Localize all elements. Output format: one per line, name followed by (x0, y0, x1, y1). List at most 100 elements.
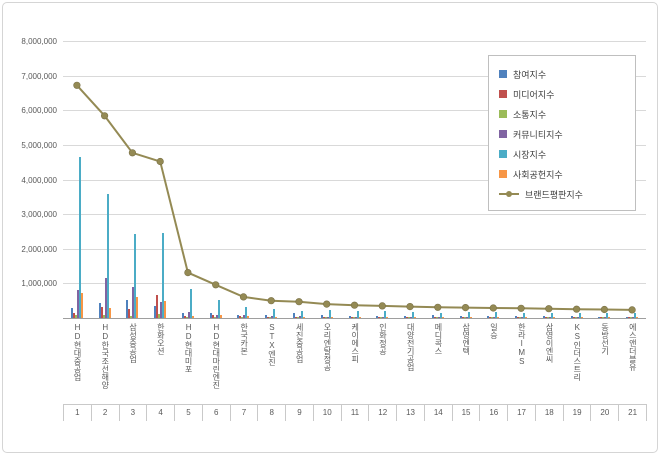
bar-series-6 (164, 300, 167, 318)
legend-swatch-icon (499, 70, 507, 78)
bar-series-2 (294, 316, 297, 318)
gridline (63, 110, 646, 112)
bar-series-1 (487, 316, 490, 318)
bar-series-6 (525, 317, 528, 318)
bar-series-2 (128, 308, 131, 318)
bar-series-1 (404, 315, 407, 318)
bar-series-1 (598, 316, 601, 318)
bar-series-6 (247, 316, 250, 318)
bar-series-2 (72, 312, 75, 318)
x-axis-label: STX엔진 (257, 319, 285, 405)
legend-label: 시장지수 (513, 149, 547, 160)
bar-series-1 (376, 315, 379, 318)
legend-label: 브랜드평판지수 (525, 189, 583, 200)
bar-series-4 (187, 311, 190, 318)
x-axis-label-text: 일승 (489, 323, 499, 339)
x-axis-label-text: 삼성중공업 (128, 323, 138, 363)
bar-series-2 (267, 316, 270, 318)
x-axis-label: 동방선기 (590, 319, 618, 405)
x-axis-rank-label: 18 (534, 405, 563, 421)
x-axis-label-text: 에스앤더블유 (628, 323, 638, 371)
legend-item-4: 커뮤니티지수 (499, 124, 625, 144)
bar-series-6 (552, 317, 555, 318)
legend-item-1: 참여지수 (499, 64, 625, 84)
bar-series-2 (156, 295, 159, 318)
bar-series-1 (431, 315, 434, 318)
y-axis-tick-label: 3,000,000 (21, 210, 57, 220)
bar-series-1 (515, 315, 518, 318)
bar-series-3 (324, 317, 327, 318)
legend-swatch-icon (499, 150, 507, 158)
bar-series-4 (632, 317, 635, 318)
gridline (63, 283, 646, 285)
x-axis-label: 인화정공 (368, 319, 396, 405)
bar-series-3 (491, 317, 494, 318)
legend-swatch-icon (499, 90, 507, 98)
bar-series-2 (517, 317, 520, 318)
gridline (63, 214, 646, 216)
bar-series-1 (181, 313, 184, 318)
bar-series-2 (239, 316, 242, 318)
line-marker (128, 149, 136, 157)
bar-series-4 (243, 315, 246, 318)
bar-series-5 (523, 312, 526, 318)
bar-series-2 (100, 306, 103, 318)
y-axis-tick-label: 1,000,000 (21, 279, 57, 289)
bar-series-1 (459, 316, 462, 318)
gridline (63, 248, 646, 250)
line-marker (489, 304, 497, 312)
bar-series-3 (102, 315, 105, 318)
bar-series-2 (461, 317, 464, 318)
bar-series-3 (241, 317, 244, 318)
bar-series-5 (300, 311, 303, 318)
bar-series-5 (439, 313, 442, 318)
x-axis-rank-label: 20 (590, 405, 618, 421)
bar-series-5 (412, 311, 415, 318)
x-axis-label: HD현대중공업 (63, 319, 91, 405)
line-marker (184, 269, 192, 277)
bar-series-1 (542, 316, 545, 318)
bar-series-4 (298, 316, 301, 318)
line-marker (212, 281, 220, 289)
x-axis-rank-label: 17 (507, 405, 535, 421)
gridline (63, 179, 646, 181)
bar-series-6 (441, 317, 444, 318)
line-marker (267, 297, 275, 305)
x-axis-label-text: 한화오션 (156, 323, 166, 355)
x-axis-label-text: 세진중공업 (295, 323, 305, 363)
x-axis-rank-label: 3 (118, 405, 147, 421)
y-axis-tick-label: 5,000,000 (21, 140, 57, 150)
bar-series-2 (544, 317, 547, 318)
legend-item-2: 미디어지수 (499, 84, 625, 104)
legend-label: 사회공헌지수 (513, 169, 563, 180)
bar-series-4 (132, 286, 135, 318)
bar-series-6 (302, 317, 305, 318)
x-axis-rank-label: 7 (229, 405, 258, 421)
legend-line-marker-icon (499, 190, 519, 198)
line-marker (350, 301, 359, 309)
x-axis-label-text: 동방선기 (600, 323, 610, 355)
x-axis-rank-label: 10 (312, 405, 341, 421)
bar-series-4 (521, 317, 524, 318)
line-marker (545, 305, 553, 313)
legend-label: 미디어지수 (513, 89, 555, 100)
x-axis-label: HD현대미포 (174, 319, 202, 405)
bar-series-3 (213, 316, 216, 318)
bar-series-2 (378, 317, 381, 318)
x-axis-label-text: STX엔진 (267, 323, 277, 366)
gridline (63, 144, 646, 146)
legend-swatch-icon (499, 130, 507, 138)
x-axis-label: KS인더스트리 (563, 319, 591, 405)
bar-series-3 (269, 317, 272, 318)
x-axis-label-text: HD현대중공업 (73, 323, 83, 381)
legend-line-dot (506, 191, 512, 197)
y-axis-tick-label: 6,000,000 (21, 106, 57, 116)
bar-series-4 (437, 316, 440, 318)
bar-series-2 (183, 315, 186, 318)
bar-series-6 (386, 317, 389, 318)
y-axis-tick-label: 8,000,000 (21, 37, 57, 46)
x-axis-label-text: 메디콕스 (433, 323, 443, 355)
bar-series-1 (626, 316, 629, 318)
x-axis-rank-label: 6 (201, 405, 230, 421)
bar-series-6 (275, 316, 278, 318)
